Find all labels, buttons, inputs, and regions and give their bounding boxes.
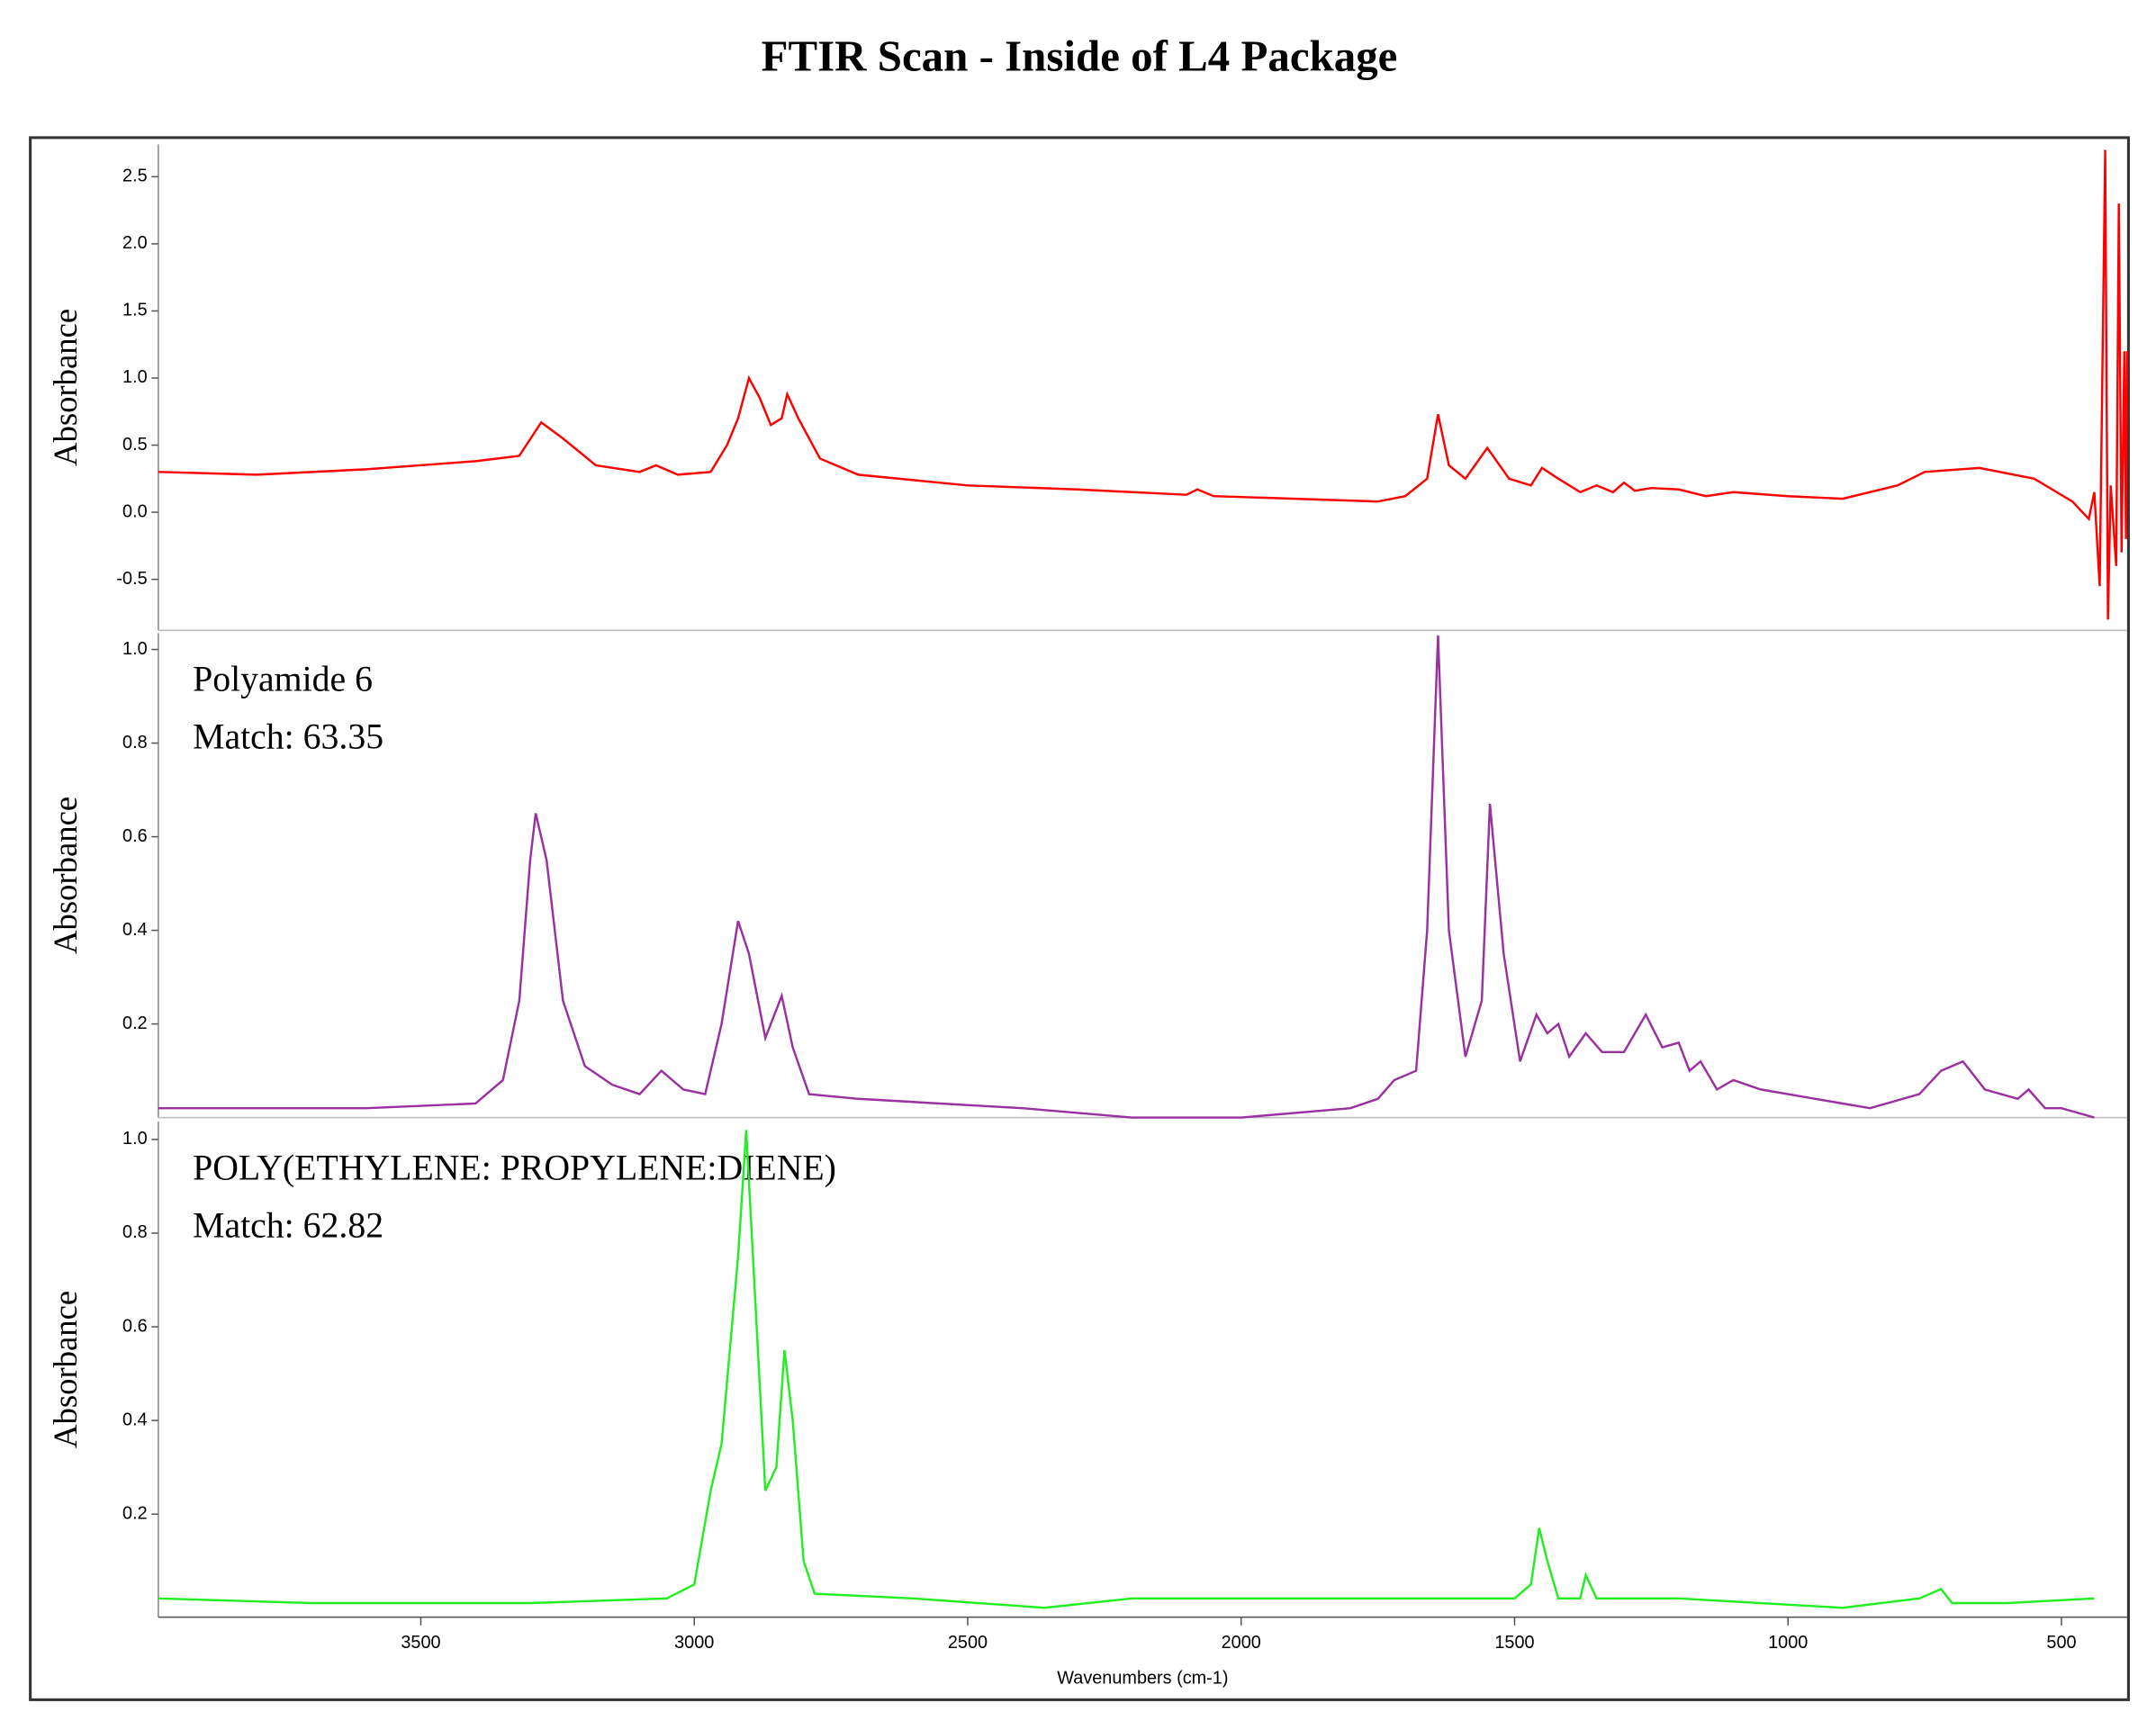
annotation: Match: 62.82 <box>193 1206 383 1246</box>
y-tick-label: 0.5 <box>122 435 148 455</box>
x-tick-label: 3000 <box>674 1633 714 1653</box>
y-tick-label: 2.0 <box>122 233 148 253</box>
y-tick-label: 1.0 <box>122 367 148 387</box>
spectrum-line <box>158 1130 2095 1609</box>
y-axis-label: Absorbance <box>47 309 84 466</box>
y-tick-label: 0.8 <box>122 733 148 752</box>
y-tick-label: 2.5 <box>122 167 148 186</box>
chart-title: FTIR Scan - Inside of L4 Package <box>762 32 1398 81</box>
y-tick-label: 0.4 <box>122 1410 148 1429</box>
y-tick-label: 1.0 <box>122 639 148 659</box>
y-axis-label: Absorbance <box>47 1291 84 1448</box>
annotation: POLY(ETHYLENE: PROPYLENE:DIENE) <box>193 1148 836 1187</box>
x-tick-label: 2000 <box>1222 1633 1261 1653</box>
y-tick-label: 0.6 <box>122 1316 148 1336</box>
y-tick-label: -0.5 <box>116 569 147 589</box>
y-tick-label: 0.4 <box>122 920 148 940</box>
x-tick-label: 1500 <box>1494 1633 1534 1653</box>
x-axis-label: Wavenumbers (cm-1) <box>1057 1669 1228 1689</box>
x-tick-label: 1000 <box>1768 1633 1808 1653</box>
y-tick-label: 0.2 <box>122 1503 148 1523</box>
x-tick-label: 2500 <box>948 1633 988 1653</box>
annotation: Polyamide 6 <box>193 660 373 699</box>
y-tick-label: 0.2 <box>122 1014 148 1033</box>
y-tick-label: 0.0 <box>122 501 148 521</box>
spectrum-line <box>158 149 2129 620</box>
y-tick-label: 1.0 <box>122 1129 148 1149</box>
annotation: Match: 63.35 <box>193 717 383 757</box>
y-tick-label: 0.8 <box>122 1222 148 1242</box>
y-axis-label: Absorbance <box>47 797 84 954</box>
y-tick-label: 0.6 <box>122 826 148 846</box>
x-tick-label: 3500 <box>401 1633 440 1653</box>
x-tick-label: 500 <box>2046 1633 2076 1653</box>
spectrum-line <box>158 635 2095 1119</box>
frame <box>29 136 2130 1701</box>
y-tick-label: 1.5 <box>122 301 148 320</box>
